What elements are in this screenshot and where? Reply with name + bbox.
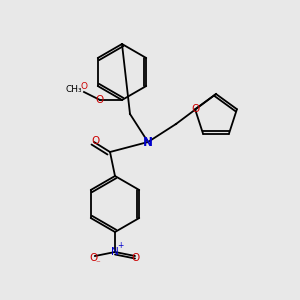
Text: O: O (90, 253, 98, 263)
Text: N: N (143, 136, 153, 148)
Text: O: O (132, 253, 140, 263)
Text: O: O (96, 95, 104, 105)
Text: ⁻: ⁻ (96, 260, 100, 268)
Text: O: O (191, 104, 199, 114)
Text: O: O (80, 82, 88, 91)
Text: +: + (117, 242, 123, 250)
Text: N: N (111, 247, 119, 257)
Text: CH₃: CH₃ (65, 85, 82, 94)
Text: O: O (91, 136, 99, 146)
